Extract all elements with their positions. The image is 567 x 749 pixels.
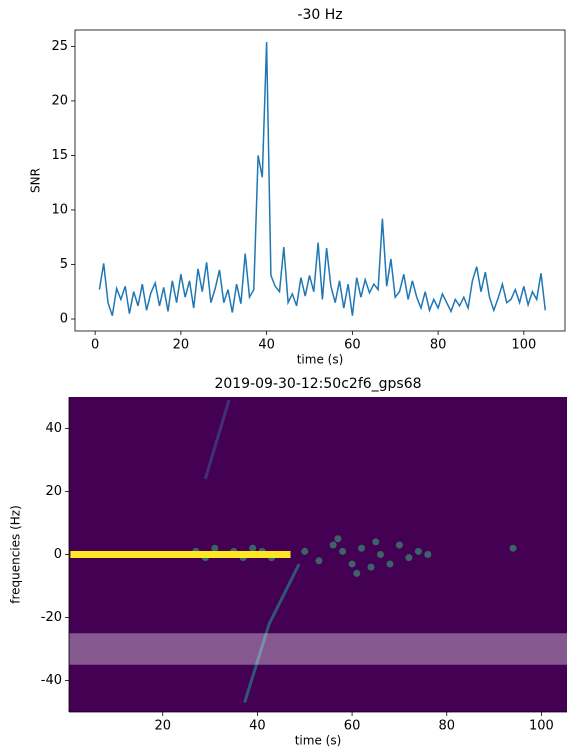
spectral-blob — [358, 544, 366, 552]
x-tick-label: 0 — [91, 338, 99, 353]
x-tick-label: 80 — [430, 338, 447, 353]
y-tick-label: -20 — [41, 610, 62, 625]
spectral-blob — [339, 547, 347, 555]
spectral-blob — [315, 557, 323, 565]
spectral-blob — [405, 554, 413, 562]
spectral-blob — [386, 560, 394, 568]
spectral-blob — [249, 544, 257, 552]
spectral-blob — [395, 541, 403, 549]
spectral-blob — [414, 547, 422, 555]
y-tick-label: -40 — [41, 673, 62, 688]
spectral-blob — [353, 569, 361, 577]
x-tick-label: 60 — [344, 338, 361, 353]
spectral-blob — [334, 535, 342, 543]
line — [98, 41, 547, 316]
spectral-track — [243, 563, 301, 703]
y-axis-label: frequencies (Hz) — [9, 505, 23, 604]
spectral-blob — [372, 538, 380, 546]
x-tick-label: 20 — [173, 338, 190, 353]
x-tick-label: 100 — [511, 338, 536, 353]
chart-title: -30 Hz — [297, 7, 342, 23]
axes-frame — [74, 29, 566, 332]
y-tick-label: 20 — [51, 93, 68, 108]
y-axis-label: SNR — [29, 168, 43, 193]
y-tick-label: 0 — [60, 312, 68, 327]
x-tick-label: 80 — [438, 719, 455, 734]
masked-band — [49, 633, 567, 665]
x-tick-label: 100 — [529, 719, 554, 734]
x-tick-label: 60 — [344, 719, 361, 734]
x-tick-label: 40 — [258, 338, 275, 353]
x-axis-label: time (s) — [295, 734, 342, 748]
chart-title: 2019-09-30-12:50c2f6_gps68 — [214, 376, 421, 392]
x-axis-label: time (s) — [297, 353, 344, 367]
y-tick-label: 40 — [45, 421, 62, 436]
y-tick-label: 0 — [54, 547, 62, 562]
x-tick-label: 20 — [154, 719, 171, 734]
spectral-blob — [367, 563, 375, 571]
y-tick-label: 10 — [51, 202, 68, 217]
spectral-blob — [376, 551, 384, 558]
spectral-track — [203, 399, 231, 480]
spectral-blob — [211, 544, 219, 552]
y-tick-label: 5 — [60, 257, 68, 272]
y-tick-label: 25 — [51, 39, 68, 54]
y-tick-label: 15 — [51, 148, 68, 163]
spectral-blob — [509, 544, 517, 552]
spectral-blob — [424, 551, 432, 558]
x-tick-label: 40 — [249, 719, 266, 734]
spectral-blob — [301, 547, 309, 555]
y-tick-label: 20 — [45, 484, 62, 499]
spectral-blob — [329, 541, 337, 549]
spectral-blob — [348, 560, 356, 568]
